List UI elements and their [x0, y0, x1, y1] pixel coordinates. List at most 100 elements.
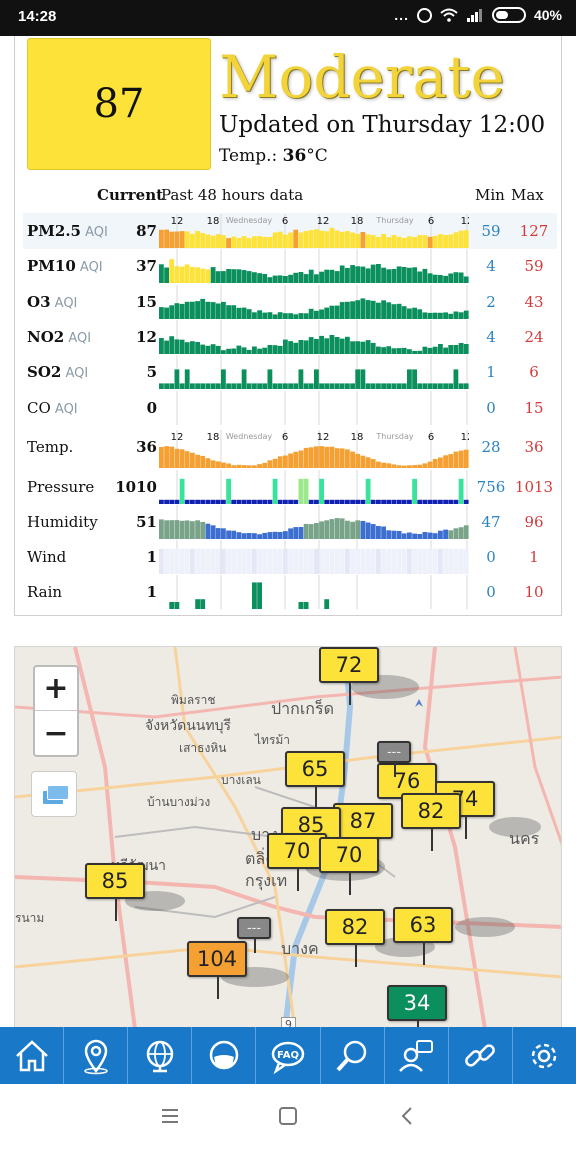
history-bar — [417, 383, 423, 389]
station-marker[interactable]: 65 — [285, 751, 345, 809]
history-bar — [252, 533, 257, 539]
zoom-out-button[interactable]: − — [43, 715, 69, 751]
history-bar — [417, 464, 423, 468]
nav-advisor[interactable] — [385, 1027, 449, 1084]
station-marker[interactable]: 82 — [325, 909, 385, 967]
status-time: 14:28 — [18, 8, 57, 25]
history-bar — [210, 235, 216, 248]
history-chart[interactable] — [159, 285, 469, 319]
history-bar — [329, 305, 335, 319]
back-icon[interactable] — [398, 1106, 418, 1126]
station-marker[interactable]: 70 — [319, 837, 379, 895]
layers-button[interactable] — [31, 771, 77, 817]
station-marker[interactable]: 70 — [267, 833, 327, 891]
history-bar — [169, 548, 175, 574]
history-bar — [288, 383, 293, 389]
history-bar — [252, 272, 257, 283]
faq-icon: FAQ — [271, 1041, 305, 1074]
nav-settings[interactable] — [513, 1027, 576, 1084]
history-bar — [339, 383, 345, 389]
nav-world[interactable] — [128, 1027, 193, 1084]
history-chart[interactable]: 12 18 6 12 18 6 12 Wednesday Thursday — [159, 430, 469, 468]
history-bar — [417, 350, 423, 354]
history-bar — [329, 499, 335, 504]
history-bar — [427, 236, 433, 248]
gear-icon — [532, 1043, 557, 1068]
history-bar — [226, 238, 231, 248]
history-bar — [448, 548, 454, 574]
min-value: 4 — [486, 328, 496, 346]
max-value: 96 — [524, 513, 544, 531]
history-bar — [438, 383, 443, 389]
history-bar — [391, 464, 397, 468]
nav-home[interactable] — [0, 1027, 65, 1084]
history-bar — [319, 521, 324, 539]
station-marker[interactable]: 63 — [393, 907, 453, 965]
history-bar — [205, 383, 211, 389]
history-bar — [345, 548, 350, 574]
history-chart[interactable] — [159, 355, 469, 389]
history-bar — [262, 462, 268, 468]
history-bar — [272, 345, 278, 354]
station-marker[interactable]: 72 — [319, 647, 379, 705]
zoom-in-button[interactable]: + — [35, 667, 77, 711]
history-bar — [324, 383, 330, 389]
history-bar — [412, 465, 417, 468]
history-bar — [391, 269, 397, 283]
station-marker-offline[interactable]: --- — [237, 917, 271, 953]
nav-search[interactable] — [321, 1027, 385, 1084]
history-chart[interactable] — [159, 575, 469, 609]
menu-icon[interactable] — [160, 1106, 180, 1126]
history-bar — [453, 369, 459, 389]
history-bar — [257, 534, 262, 539]
nav-faq[interactable]: FAQ — [256, 1027, 321, 1084]
station-marker[interactable]: 104 — [187, 941, 247, 999]
station-marker[interactable]: 82 — [401, 793, 461, 851]
history-bar — [298, 548, 304, 574]
history-bar — [298, 340, 304, 354]
history-bar — [226, 383, 231, 389]
station-map[interactable]: พิมลราช ปากเกร็ด จังหวัดนนทบุรี เสาธงหิน… — [14, 646, 562, 1028]
history-bar — [298, 478, 304, 504]
nav-links[interactable] — [449, 1027, 513, 1084]
history-chart[interactable] — [159, 391, 469, 425]
history-chart[interactable] — [159, 320, 469, 354]
history-chart[interactable] — [159, 540, 469, 574]
station-marker-offline[interactable]: --- — [377, 741, 411, 777]
history-bar — [443, 548, 448, 574]
place-label: บางค — [281, 939, 319, 958]
station-marker[interactable]: 85 — [85, 863, 145, 921]
history-bar — [448, 499, 454, 504]
history-bar — [319, 446, 324, 468]
history-bar — [215, 234, 221, 248]
history-chart[interactable] — [159, 249, 469, 283]
station-marker[interactable]: 87 — [333, 803, 393, 861]
history-bar — [205, 345, 211, 354]
nav-map[interactable] — [64, 1027, 129, 1084]
history-bar — [314, 446, 319, 468]
home-button-icon[interactable] — [278, 1106, 298, 1126]
history-bar — [386, 463, 392, 468]
min-value: 2 — [486, 293, 496, 311]
station-marker[interactable]: 34 — [387, 985, 447, 1027]
current-value: 1 — [146, 583, 157, 601]
aqi-value: 87 — [93, 81, 145, 127]
max-value: 43 — [524, 293, 544, 311]
place-label: นคร — [509, 829, 540, 848]
history-bar — [272, 478, 278, 504]
history-bar — [267, 345, 273, 354]
history-bar — [376, 461, 381, 468]
history-chart[interactable] — [159, 505, 469, 539]
history-bar — [200, 599, 206, 609]
history-bar — [241, 499, 247, 504]
history-bar — [401, 383, 407, 389]
history-chart[interactable]: 12 18 6 12 18 6 12 Wednesday Thursday — [159, 214, 469, 248]
history-bar — [293, 314, 299, 319]
wifi-icon — [440, 8, 458, 22]
history-bar — [417, 271, 423, 283]
nav-health[interactable] — [192, 1027, 257, 1084]
aqi-card: 87 Moderate Updated on Thursday 12:00 Te… — [14, 36, 562, 616]
battery-level: 40% — [533, 7, 562, 23]
history-chart[interactable] — [159, 470, 469, 504]
history-bar — [339, 338, 345, 354]
